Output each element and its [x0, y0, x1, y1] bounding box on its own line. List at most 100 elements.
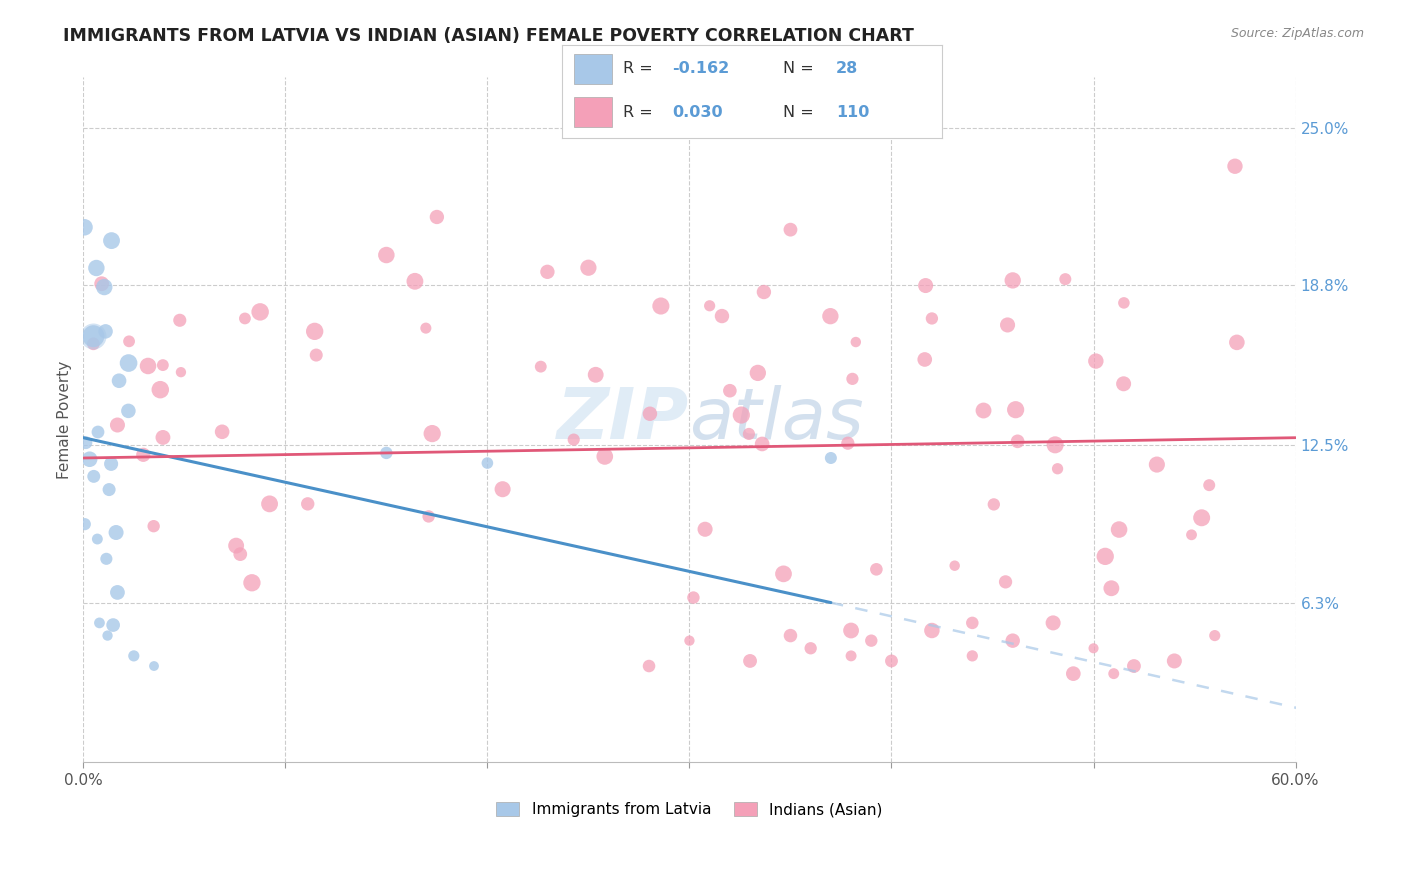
- Point: [638, 659, 661, 673]
- Point: [820, 450, 842, 465]
- Point: [169, 313, 191, 327]
- Point: [1084, 354, 1107, 368]
- Point: [1004, 402, 1026, 417]
- Point: [638, 407, 661, 421]
- Point: [93, 280, 115, 294]
- Point: [1123, 659, 1146, 673]
- Point: [1112, 376, 1135, 391]
- Point: [82, 329, 104, 343]
- Point: [682, 591, 704, 605]
- Point: [107, 585, 129, 599]
- Point: [747, 366, 769, 380]
- Point: [491, 482, 513, 496]
- Point: [1046, 461, 1069, 475]
- Point: [404, 274, 426, 288]
- Point: [562, 433, 585, 447]
- Point: [225, 539, 247, 553]
- Point: [738, 654, 761, 668]
- Point: [73, 517, 96, 532]
- Point: [152, 358, 174, 372]
- Point: [152, 430, 174, 444]
- Point: [845, 334, 868, 349]
- Point: [297, 497, 319, 511]
- Y-axis label: Female Poverty: Female Poverty: [58, 360, 72, 479]
- Point: [1099, 581, 1122, 595]
- Point: [96, 551, 118, 566]
- Point: [233, 311, 256, 326]
- Point: [117, 356, 139, 370]
- Text: R =: R =: [623, 104, 658, 120]
- Point: [983, 497, 1005, 511]
- Point: [73, 220, 96, 235]
- Point: [1094, 549, 1116, 564]
- Point: [100, 457, 122, 471]
- Point: [730, 408, 752, 422]
- Point: [973, 403, 995, 417]
- Point: [418, 509, 440, 524]
- Text: R =: R =: [623, 62, 658, 77]
- Text: -0.162: -0.162: [672, 62, 730, 77]
- Point: [839, 648, 862, 663]
- Point: [994, 574, 1017, 589]
- Point: [914, 278, 936, 293]
- Point: [105, 525, 128, 540]
- Text: N =: N =: [783, 104, 818, 120]
- Point: [943, 558, 966, 573]
- Point: [426, 210, 449, 224]
- Point: [1043, 438, 1066, 452]
- Point: [240, 575, 263, 590]
- Point: [259, 497, 281, 511]
- Point: [108, 374, 131, 388]
- Point: [997, 318, 1019, 332]
- Point: [1204, 629, 1226, 643]
- Text: IMMIGRANTS FROM LATVIA VS INDIAN (ASIAN) FEMALE POVERTY CORRELATION CHART: IMMIGRANTS FROM LATVIA VS INDIAN (ASIAN)…: [63, 27, 914, 45]
- Point: [122, 648, 145, 663]
- Point: [710, 309, 733, 323]
- Point: [305, 348, 328, 362]
- Point: [75, 435, 97, 450]
- Point: [962, 615, 984, 630]
- Point: [90, 277, 112, 291]
- Point: [107, 417, 129, 432]
- Point: [880, 654, 903, 668]
- Point: [100, 234, 122, 248]
- Point: [170, 365, 193, 379]
- Point: [86, 260, 108, 275]
- Point: [86, 532, 108, 546]
- Point: [772, 566, 794, 581]
- Point: [136, 359, 159, 373]
- Point: [1083, 641, 1105, 656]
- Point: [865, 562, 887, 576]
- Point: [1102, 666, 1125, 681]
- Point: [82, 329, 104, 343]
- Text: N =: N =: [783, 62, 818, 77]
- Point: [1042, 615, 1064, 630]
- Point: [921, 311, 943, 326]
- Point: [718, 384, 741, 398]
- Point: [375, 248, 398, 262]
- Point: [229, 547, 252, 561]
- Point: [536, 265, 558, 279]
- Point: [142, 519, 165, 533]
- Text: ZIP: ZIP: [557, 385, 689, 454]
- Point: [738, 426, 761, 441]
- Point: [585, 368, 607, 382]
- Text: 28: 28: [835, 62, 858, 77]
- Point: [962, 648, 984, 663]
- Point: [1163, 654, 1185, 668]
- Point: [779, 629, 801, 643]
- Point: [1191, 510, 1213, 524]
- Point: [1001, 633, 1024, 648]
- Text: 0.030: 0.030: [672, 104, 723, 120]
- Point: [779, 222, 801, 236]
- Point: [578, 260, 600, 275]
- Text: Source: ZipAtlas.com: Source: ZipAtlas.com: [1230, 27, 1364, 40]
- Point: [83, 469, 105, 483]
- Point: [751, 437, 773, 451]
- Point: [82, 336, 104, 351]
- Text: atlas: atlas: [689, 385, 865, 454]
- Point: [118, 334, 141, 349]
- Point: [1062, 666, 1084, 681]
- Point: [87, 425, 110, 439]
- Point: [149, 383, 172, 397]
